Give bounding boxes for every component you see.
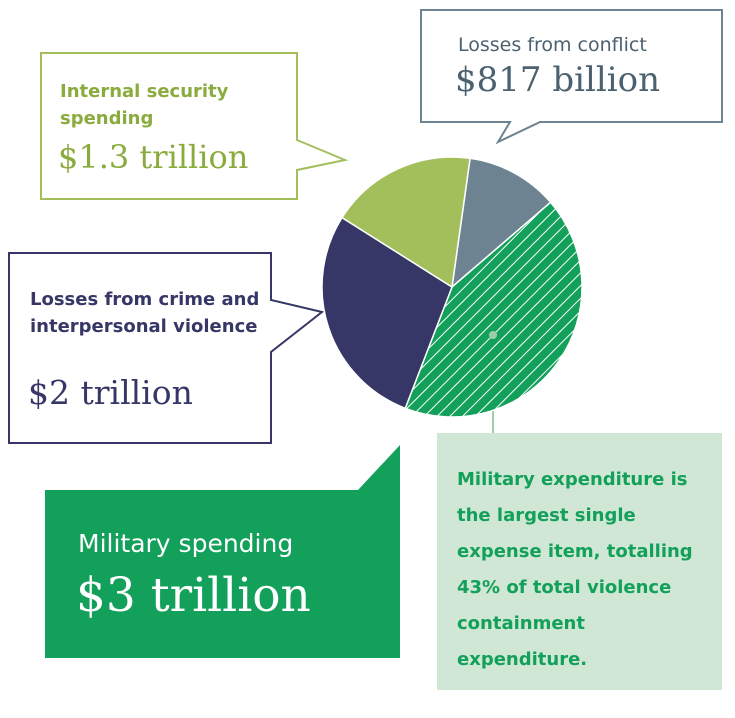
crime-callout [8,252,325,444]
leader-dot [489,331,497,339]
crime-label: Losses from crime and interpersonal viol… [30,289,260,337]
conflict-label: Losses from conflict [458,34,647,56]
conflict-callout [420,9,723,145]
security-label: Internal security spending [60,81,229,129]
military-callout [45,445,400,658]
pie-slice [341,156,471,289]
conflict-value: $817 billion [455,60,660,100]
security-value: $1.3 trillion [58,138,249,176]
pie-slice [404,201,583,418]
military-value: $3 trillion [76,568,311,623]
pie-slice [321,216,453,410]
crime-value: $2 trillion [28,373,193,412]
military-label: Military spending [78,529,294,558]
note-text: Military expenditure is the largest sing… [457,469,693,670]
security-callout [40,52,349,200]
pie-slice [450,157,552,289]
note-box [437,433,722,690]
